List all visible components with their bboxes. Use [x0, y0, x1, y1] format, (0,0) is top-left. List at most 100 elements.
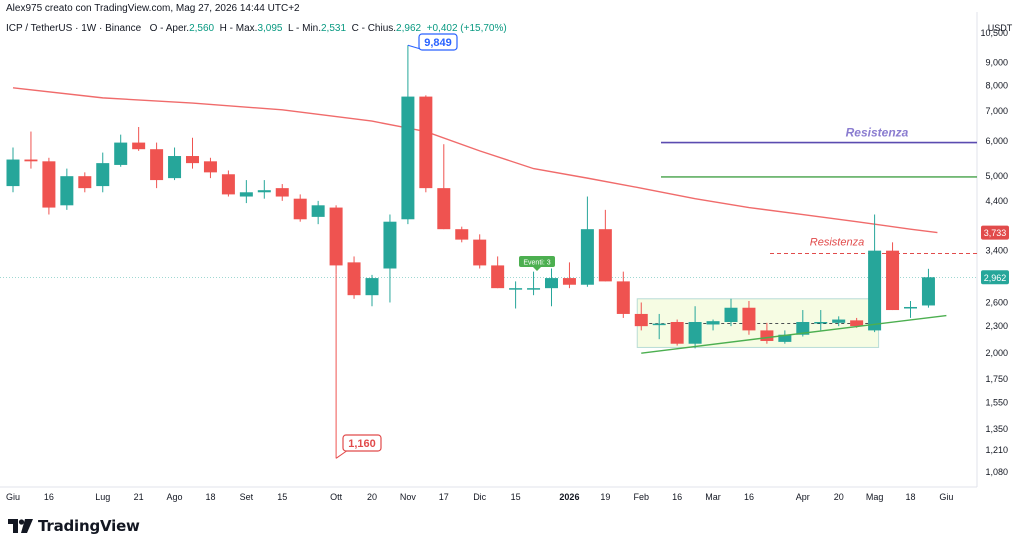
- moving-average-line: [12, 87, 938, 234]
- candle-body: [24, 159, 38, 162]
- candle-body: [760, 330, 774, 341]
- candle-body: [455, 229, 469, 240]
- x-tick-label: 16: [44, 492, 54, 502]
- candle-body: [275, 188, 289, 197]
- candle-body: [814, 321, 828, 324]
- tradingview-logo: TradingView: [8, 517, 140, 535]
- candle-body: [670, 321, 684, 344]
- x-tick-label: 2026: [559, 492, 579, 502]
- y-tick-label: 10,500: [980, 28, 1008, 38]
- x-tick-label: Ago: [167, 492, 183, 502]
- y-tick-label: 4,400: [985, 196, 1008, 206]
- x-tick-label: Set: [240, 492, 254, 502]
- candle-body: [545, 278, 558, 289]
- tradingview-logo-icon: [8, 519, 33, 533]
- symbol-ohlc-legend: ICP / TetherUS · 1W · Binance O - Aper.2…: [6, 23, 507, 34]
- x-tick-label: 18: [905, 492, 915, 502]
- candle-body: [437, 188, 451, 230]
- candle-body: [419, 96, 433, 189]
- candle-body: [634, 313, 648, 327]
- candle-body: [150, 149, 164, 181]
- y-tick-label: 1,350: [985, 424, 1008, 434]
- candle-body: [311, 205, 325, 217]
- ascending-trendline: [641, 314, 947, 354]
- author-line: Alex975 creato con TradingView.com, Mag …: [6, 3, 300, 14]
- x-tick-label: Apr: [796, 492, 810, 502]
- close-value: 2,962: [396, 23, 422, 34]
- event-badge-label: Eventi: 3: [523, 260, 550, 267]
- candle-body: [616, 281, 630, 314]
- current-price-badge: [981, 270, 1009, 285]
- high-callout-label: 9,849: [424, 37, 452, 49]
- candle-body: [293, 198, 307, 220]
- x-tick-label: Giu: [6, 492, 20, 502]
- candle-body: [527, 288, 541, 290]
- candle-body: [221, 174, 235, 195]
- candle-body: [850, 320, 864, 327]
- candle-body: [652, 323, 666, 326]
- candle-body: [868, 250, 882, 331]
- open-value: 2,560: [189, 23, 215, 34]
- resistance-label-top: Resistenza: [846, 126, 909, 140]
- candle-body: [78, 176, 92, 189]
- y-tick-label: 1,080: [985, 467, 1008, 477]
- low-callout-box: [342, 434, 382, 452]
- x-tick-label: 19: [600, 492, 610, 502]
- y-tick-label: 7,000: [985, 106, 1008, 116]
- y-tick-label: 6,000: [985, 136, 1008, 146]
- y-tick-label: 5,000: [985, 171, 1008, 181]
- candle-body: [383, 221, 397, 269]
- candle-body: [473, 239, 487, 266]
- candle-body: [706, 321, 720, 325]
- resistance-label-mid: Resistenza: [810, 237, 864, 249]
- event-badge: [519, 256, 555, 267]
- current-price-badge-label: 2,962: [984, 273, 1007, 283]
- x-tick-label: Lug: [95, 492, 110, 502]
- y-tick-label: 8,000: [985, 80, 1008, 90]
- high-label: H - Max.: [219, 23, 258, 34]
- candle-body: [6, 159, 20, 187]
- candle-body: [921, 277, 935, 306]
- low-label: L - Min.: [288, 23, 321, 34]
- candle-body: [329, 207, 343, 266]
- candle-body: [365, 278, 379, 296]
- candle-body: [60, 176, 74, 206]
- candle-body: [239, 192, 253, 197]
- candle-body: [186, 156, 199, 164]
- x-tick-label: 21: [134, 492, 144, 502]
- y-tick-label: 9,000: [985, 58, 1008, 68]
- candle-body: [168, 156, 182, 179]
- x-tick-label: 16: [672, 492, 682, 502]
- ma-price-badge: [981, 225, 1009, 240]
- x-tick-label: Mar: [705, 492, 721, 502]
- candle-body: [96, 163, 110, 187]
- candle-body: [401, 96, 415, 220]
- x-tick-label: 16: [744, 492, 754, 502]
- y-tick-label: 1,750: [985, 374, 1008, 384]
- currency-label: USDT: [988, 23, 1013, 33]
- event-badge-pointer: [533, 267, 541, 271]
- x-tick-label: Feb: [633, 492, 649, 502]
- x-tick-label: 15: [277, 492, 287, 502]
- low-callout-label: 1,160: [348, 438, 376, 450]
- y-tick-label: 3,400: [985, 246, 1008, 256]
- y-tick-label: 2,000: [985, 348, 1008, 358]
- candle-body: [114, 142, 128, 165]
- high-value: 3,095: [257, 23, 283, 34]
- change-value: +0,402 (+15,70%): [426, 23, 507, 34]
- ma-price-badge-label: 3,733: [984, 228, 1007, 238]
- candle-body: [132, 142, 146, 150]
- candle-body: [509, 288, 523, 290]
- candle-body: [203, 161, 217, 173]
- close-label: C - Chius.: [351, 23, 397, 34]
- candle-body: [598, 229, 612, 282]
- brand-name: TradingView: [38, 517, 140, 535]
- candle-body: [580, 229, 594, 285]
- x-tick-label: Ott: [330, 492, 343, 502]
- y-tick-label: 1,550: [985, 397, 1008, 407]
- high-callout-box: [418, 33, 458, 51]
- candle-body: [42, 161, 56, 208]
- candle-body: [724, 307, 738, 322]
- candle-body: [491, 265, 505, 289]
